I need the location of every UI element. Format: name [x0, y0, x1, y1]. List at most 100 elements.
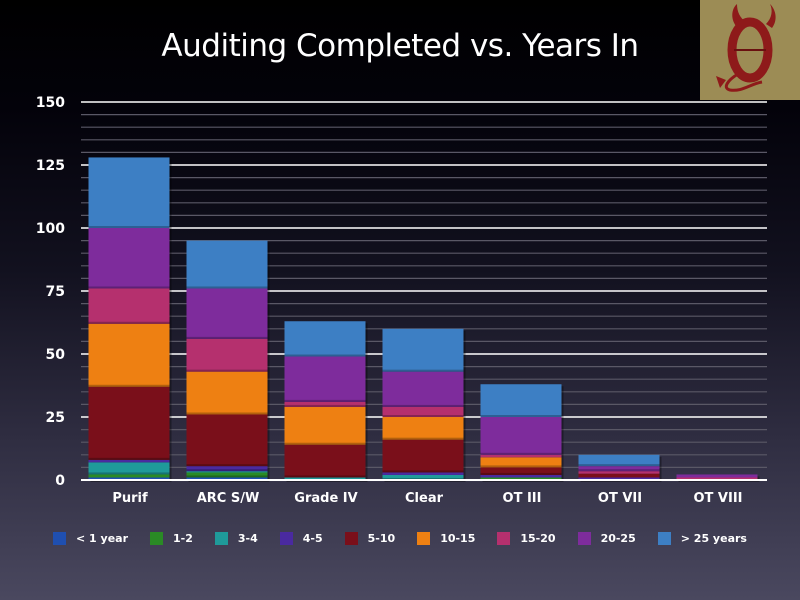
- legend-swatch: [657, 531, 671, 545]
- bar-segment-edge: [382, 437, 464, 440]
- y-axis-ticks: 0 25 50 75 100 125 150: [36, 95, 65, 489]
- legend-swatch: [344, 531, 358, 545]
- bar-segment-edge: [578, 464, 660, 467]
- bar-segment: [578, 454, 660, 467]
- bars: [88, 157, 760, 482]
- bar-stack: [284, 321, 368, 482]
- bar-segment: [88, 462, 170, 475]
- bar-segment: [480, 467, 562, 475]
- legend-swatch: [417, 531, 431, 545]
- legend-item: 20-25: [577, 531, 636, 545]
- x-axis-ticks: Purif ARC S/W Grade IV Clear OT III OT VII OT …: [81, 479, 767, 506]
- bar-segment: [284, 444, 366, 478]
- bar-segment: [480, 454, 562, 458]
- bar-segment: [186, 472, 268, 478]
- legend-swatch: [577, 531, 591, 545]
- bar-segment-edge: [88, 472, 170, 475]
- bar-segment-edge: [284, 354, 366, 357]
- bar-segment-edge: [382, 415, 464, 417]
- bar-segment-edge: [88, 384, 170, 387]
- bar-segment: [186, 338, 268, 372]
- bar-segment-edge: [382, 404, 464, 407]
- legend-label: 15-20: [520, 531, 556, 545]
- bar-segment-edge: [88, 286, 170, 289]
- bar-stack: [186, 240, 270, 482]
- bar-segment: [382, 406, 464, 417]
- bar-segment: [284, 321, 366, 357]
- bar-segment: [578, 471, 660, 474]
- bar-segment: [382, 474, 464, 480]
- y-tick-label: 50: [46, 347, 66, 363]
- x-tick-label: Grade IV: [294, 491, 357, 506]
- legend-item: 10-15: [417, 531, 475, 545]
- legend-item: 3-4: [214, 531, 258, 545]
- bar-segment: [578, 466, 660, 472]
- bar-segment-edge: [186, 369, 268, 372]
- bar-segment: [480, 477, 562, 480]
- legend: < 1 year 1-2 3-4 4-5 5-10 10-15 15-20 20-25 > 25…: [0, 528, 800, 548]
- x-tick-label: OT VII: [598, 491, 642, 506]
- legend-item: < 1 year: [53, 531, 128, 545]
- bar-segment-edge: [186, 286, 268, 289]
- legend-label: > 25 years: [680, 531, 747, 545]
- x-tick-label: ARC S/W: [197, 491, 260, 506]
- bar-segment: [382, 371, 464, 407]
- chart-title: Auditing Completed vs. Years In: [161, 28, 639, 64]
- legend-item: 1-2: [150, 531, 193, 545]
- bar-segment: [186, 371, 268, 415]
- bar-segment-edge: [186, 464, 268, 467]
- logo-tail-tip: [716, 76, 726, 88]
- bar-segment: [88, 459, 170, 463]
- bar-segment: [284, 356, 366, 402]
- bar-segment-edge: [88, 226, 170, 228]
- bar-segment: [578, 473, 660, 478]
- x-tick-label: Purif: [112, 491, 148, 506]
- legend-item: > 25 years: [657, 531, 747, 545]
- x-tick-label: OT III: [503, 491, 542, 506]
- bar-segment: [186, 288, 268, 339]
- bar-segment-edge: [88, 321, 170, 324]
- legend-item: 15-20: [497, 531, 556, 545]
- y-tick-label: 100: [36, 221, 65, 237]
- bar-segment-edge: [480, 452, 562, 455]
- bar-segment-edge: [186, 469, 268, 472]
- y-tick-label: 125: [36, 158, 65, 174]
- bar-segment-edge: [284, 404, 366, 407]
- bar-segment-edge: [480, 465, 562, 468]
- y-tick-label: 150: [36, 95, 65, 111]
- bar-segment: [88, 288, 170, 324]
- legend-label: 5-10: [367, 531, 396, 545]
- bar-segment: [88, 474, 170, 478]
- bar-segment: [88, 157, 170, 228]
- bar-segment-edge: [480, 472, 562, 475]
- x-tick-label: Clear: [405, 491, 444, 506]
- legend-swatch: [214, 531, 228, 545]
- bar-segment-edge: [284, 442, 366, 445]
- bar-segment-edge: [186, 475, 268, 478]
- bar-segment: [186, 466, 268, 472]
- bar-segment: [480, 384, 562, 417]
- bar-segment: [480, 474, 562, 478]
- bar-segment: [186, 477, 268, 480]
- bar-stack: [382, 328, 466, 482]
- bar-segment-edge: [284, 399, 366, 402]
- legend-swatch: [150, 531, 164, 545]
- legend-item: 5-10: [344, 531, 396, 545]
- y-tick-label: 0: [55, 473, 65, 489]
- bar-segment-edge: [186, 412, 268, 415]
- legend-swatch: [279, 531, 293, 545]
- bar-segment-edge: [284, 475, 366, 478]
- bar-segment-edge: [480, 415, 562, 417]
- bar-segment: [578, 477, 660, 480]
- bar-segment: [88, 323, 170, 387]
- bar-segment: [186, 414, 268, 467]
- devil-theta-logo-icon: [700, 0, 800, 100]
- x-tick-label: OT VIII: [693, 491, 742, 506]
- bar-segment-edge: [578, 469, 660, 472]
- bar-segment: [676, 477, 758, 480]
- legend-label: 20-25: [600, 531, 636, 545]
- y-tick-label: 75: [46, 284, 65, 300]
- bar-segment: [480, 417, 562, 455]
- logo-tail: [724, 72, 763, 92]
- bar-segment-edge: [382, 369, 464, 372]
